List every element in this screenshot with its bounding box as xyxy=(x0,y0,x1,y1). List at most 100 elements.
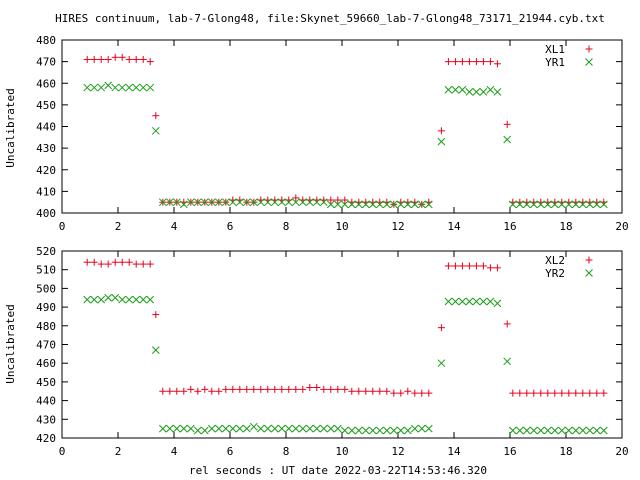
data-point-yr1 xyxy=(396,200,405,209)
x-tick-label: 8 xyxy=(283,445,290,458)
data-point-xl1 xyxy=(104,55,112,63)
data-point-xl2 xyxy=(551,389,559,397)
data-point-xl2 xyxy=(187,385,195,393)
x-tick-label: 14 xyxy=(447,220,461,233)
y-tick-label: 410 xyxy=(36,185,56,198)
data-point-yr2 xyxy=(97,295,106,304)
data-point-xl2 xyxy=(236,385,244,393)
data-point-yr1 xyxy=(83,83,92,92)
data-point-yr1 xyxy=(508,200,517,209)
data-point-yr2 xyxy=(298,424,307,433)
data-point-xl2 xyxy=(509,389,517,397)
data-point-yr2 xyxy=(403,426,412,435)
data-point-yr2 xyxy=(179,424,188,433)
data-point-xl2 xyxy=(139,260,147,268)
data-point-yr2 xyxy=(125,295,134,304)
data-point-yr2 xyxy=(270,424,279,433)
data-point-xl2 xyxy=(271,385,279,393)
data-point-xl2 xyxy=(503,320,511,328)
y-tick-label: 460 xyxy=(36,357,56,370)
data-point-xl2 xyxy=(201,385,209,393)
data-points xyxy=(83,258,608,435)
y-tick-label: 480 xyxy=(36,34,56,47)
data-point-xl2 xyxy=(600,389,608,397)
x-tick-label: 10 xyxy=(335,445,348,458)
data-point-yr2 xyxy=(172,424,181,433)
x-axis-label: rel seconds : UT date 2022-03-22T14:53:4… xyxy=(189,464,487,477)
data-point-yr1 xyxy=(437,137,446,146)
data-point-yr2 xyxy=(228,424,237,433)
data-point-yr1 xyxy=(424,200,433,209)
data-point-yr1 xyxy=(132,83,141,92)
data-point-yr2 xyxy=(465,297,474,306)
data-point-yr2 xyxy=(221,424,230,433)
data-point-xl2 xyxy=(404,387,412,395)
x-tick-label: 2 xyxy=(115,445,122,458)
data-point-yr1 xyxy=(354,200,363,209)
data-point-yr2 xyxy=(139,295,148,304)
data-point-xl2 xyxy=(383,387,391,395)
x-tick-label: 6 xyxy=(227,220,234,233)
y-tick-label: 450 xyxy=(36,376,56,389)
data-point-xl1 xyxy=(132,55,140,63)
data-point-xl2 xyxy=(530,389,538,397)
data-point-yr1 xyxy=(522,200,531,209)
data-point-yr2 xyxy=(599,426,608,435)
data-point-xl2 xyxy=(458,262,466,270)
data-point-yr1 xyxy=(165,198,174,207)
data-point-yr2 xyxy=(571,426,580,435)
x-tick-label: 10 xyxy=(335,220,348,233)
data-point-xl1 xyxy=(465,58,473,66)
data-point-xl1 xyxy=(327,196,335,204)
data-point-xl2 xyxy=(173,387,181,395)
data-point-xl2 xyxy=(180,387,188,395)
x-tick-label: 4 xyxy=(171,220,178,233)
data-point-xl1 xyxy=(97,55,105,63)
data-point-yr2 xyxy=(256,424,265,433)
data-point-yr2 xyxy=(235,424,244,433)
data-point-yr1 xyxy=(571,200,580,209)
data-point-yr2 xyxy=(284,424,293,433)
data-point-yr2 xyxy=(529,426,538,435)
data-point-yr2 xyxy=(536,426,545,435)
data-point-xl2 xyxy=(537,389,545,397)
y-tick-label: 490 xyxy=(36,301,56,314)
data-point-xl1 xyxy=(444,58,452,66)
data-point-yr1 xyxy=(118,83,127,92)
y-tick-label: 440 xyxy=(36,121,56,134)
x-tick-label: 16 xyxy=(503,220,516,233)
data-point-xl2 xyxy=(579,389,587,397)
data-point-xl2 xyxy=(285,385,293,393)
data-point-yr1 xyxy=(451,85,460,94)
data-point-xl1 xyxy=(341,196,349,204)
data-point-yr1 xyxy=(493,88,502,96)
data-point-yr1 xyxy=(486,85,495,94)
data-point-yr1 xyxy=(228,198,237,207)
data-point-xl1 xyxy=(125,55,133,63)
x-tick-label: 12 xyxy=(391,220,404,233)
data-point-yr1 xyxy=(326,200,335,209)
data-point-yr2 xyxy=(458,297,467,306)
data-point-xl2 xyxy=(376,387,384,395)
x-tick-label: 0 xyxy=(59,220,66,233)
data-point-xl1 xyxy=(472,58,480,66)
data-point-xl2 xyxy=(327,385,335,393)
data-point-yr2 xyxy=(305,424,314,433)
x-tick-label: 4 xyxy=(171,445,178,458)
data-point-yr2 xyxy=(437,359,446,368)
data-point-yr2 xyxy=(389,426,398,435)
data-point-yr1 xyxy=(221,198,230,207)
x-tick-label: 20 xyxy=(615,445,628,458)
data-point-yr1 xyxy=(263,198,272,207)
data-point-yr1 xyxy=(249,198,258,207)
data-point-yr2 xyxy=(263,424,272,433)
x-tick-label: 2 xyxy=(115,220,122,233)
data-point-xl2 xyxy=(418,389,426,397)
data-point-yr1 xyxy=(319,198,328,207)
data-point-xl2 xyxy=(111,258,119,266)
x-tick-label: 6 xyxy=(227,445,234,458)
data-point-yr1 xyxy=(389,200,398,209)
data-point-xl2 xyxy=(104,260,112,268)
data-point-yr2 xyxy=(493,299,502,308)
